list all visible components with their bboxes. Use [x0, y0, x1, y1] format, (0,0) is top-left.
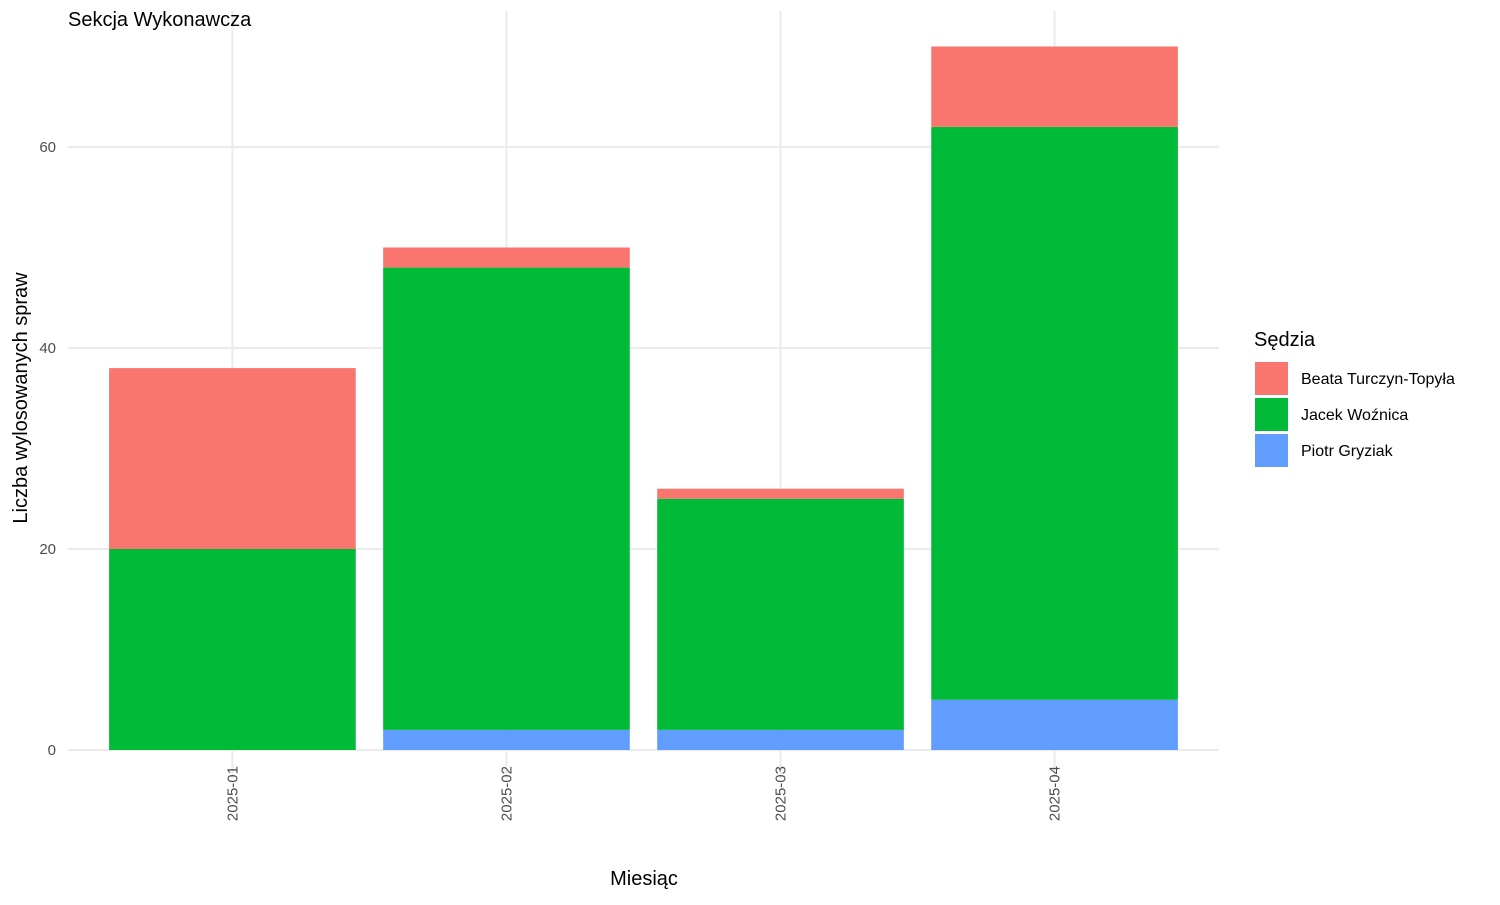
bar-segment — [383, 267, 630, 730]
bars-layer — [109, 46, 1178, 750]
legend-title: Sędzia — [1254, 329, 1316, 351]
bar-segment — [931, 46, 1178, 127]
legend-key — [1255, 434, 1288, 467]
legend-key — [1255, 398, 1288, 431]
bar-segment — [657, 729, 904, 750]
legend-label: Piotr Gryziak — [1301, 443, 1394, 460]
legend: Sędzia Beata Turczyn-Topyła Jacek Woźnica… — [1254, 329, 1455, 467]
x-tick-label: 2025-03 — [773, 766, 790, 821]
y-tick-label: 20 — [39, 541, 56, 558]
bar-segment — [931, 699, 1178, 750]
legend-label: Beata Turczyn-Topyła — [1301, 371, 1455, 388]
bar-segment — [109, 368, 356, 549]
bar-segment — [657, 488, 904, 499]
bar-segment — [109, 549, 356, 750]
bar-segment — [931, 126, 1178, 700]
chart-title: Sekcja Wykonawcza — [68, 9, 252, 31]
y-tick-label: 60 — [39, 139, 56, 156]
bar-segment — [383, 729, 630, 750]
x-tick-label: 2025-01 — [224, 766, 241, 821]
bar-segment — [383, 247, 630, 268]
x-tick-label: 2025-04 — [1047, 766, 1064, 821]
bar-segment — [657, 498, 904, 730]
y-axis-title: Liczba wylosowanych spraw — [10, 272, 32, 524]
legend-key — [1255, 362, 1288, 395]
x-axis-title: Miesiąc — [610, 868, 678, 890]
legend-label: Jacek Woźnica — [1301, 407, 1408, 424]
y-tick-label: 0 — [48, 742, 56, 759]
x-tick-label: 2025-02 — [498, 766, 515, 821]
y-tick-label: 40 — [39, 340, 56, 357]
axis-layer: 0 20 40 60 2025-01 2025-02 2025-03 2025-04 — [39, 139, 1063, 821]
